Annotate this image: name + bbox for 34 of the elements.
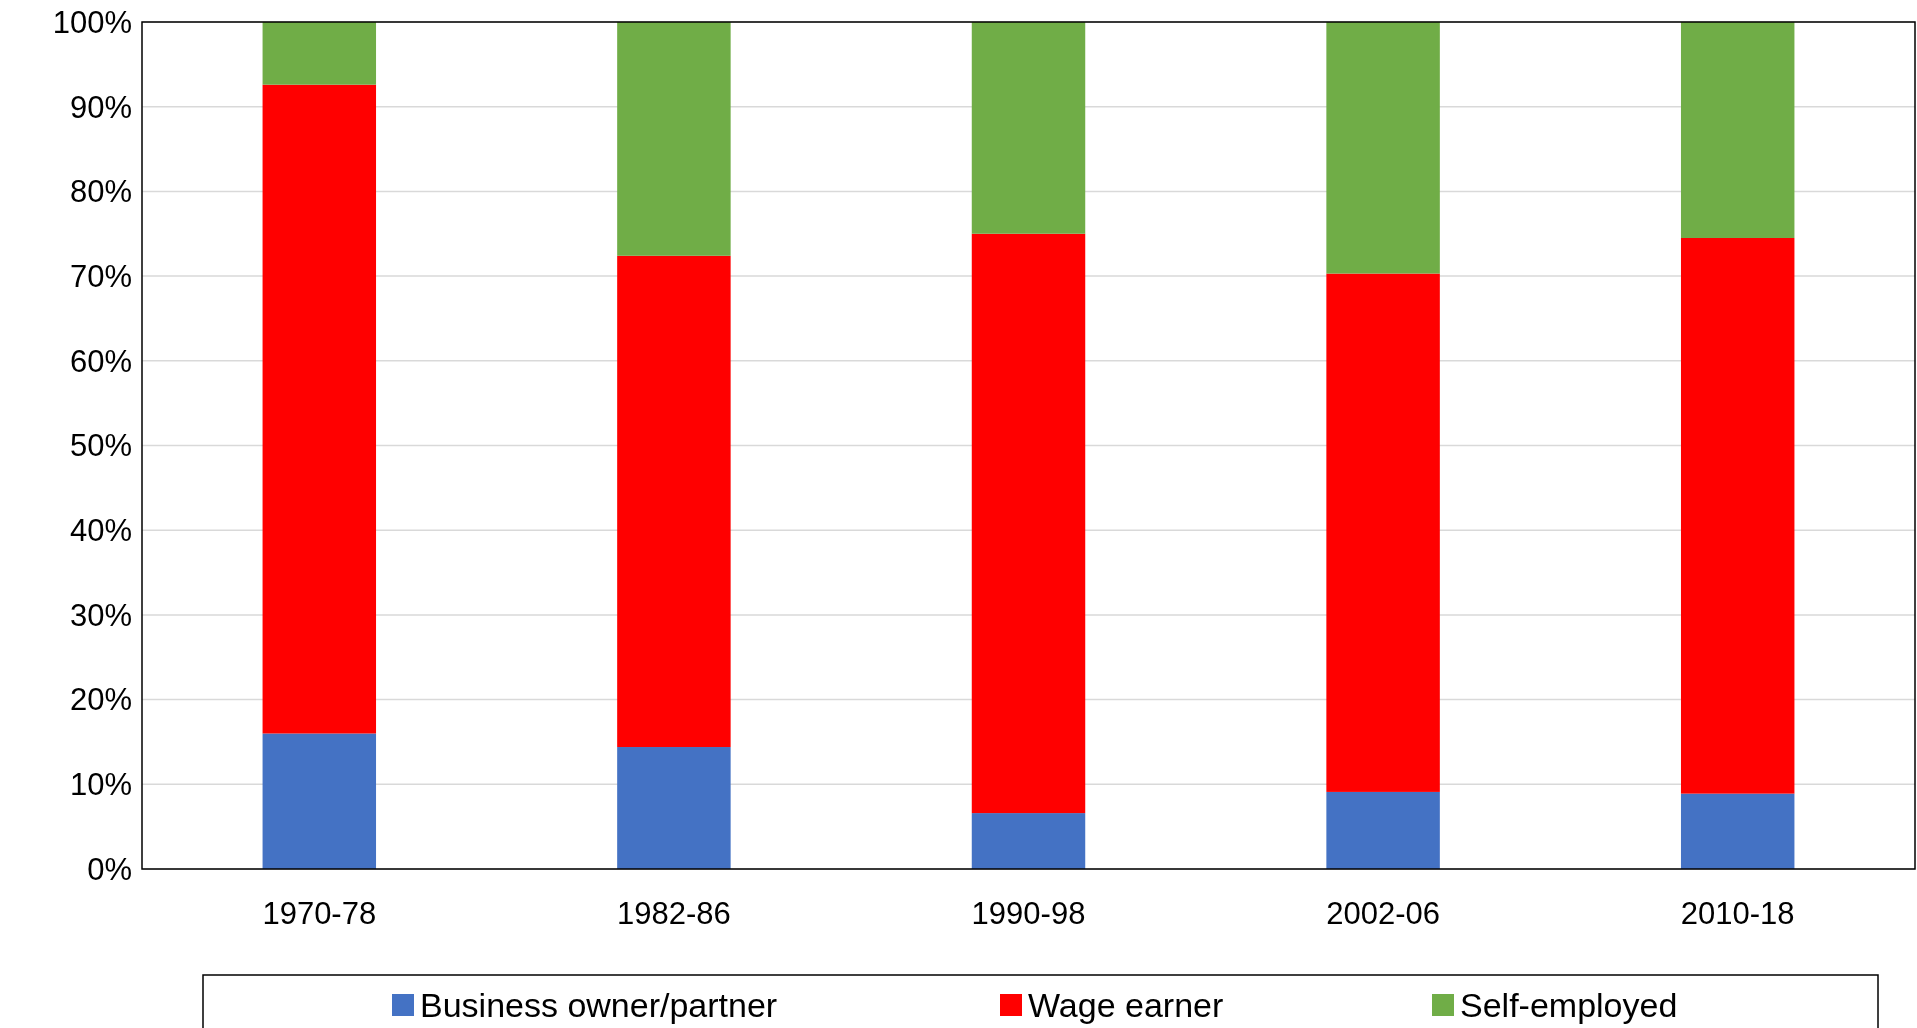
y-tick-label: 50%	[69, 428, 132, 464]
bar	[262, 22, 377, 85]
bar	[1326, 273, 1440, 792]
legend-label: Wage earner	[1028, 985, 1224, 1024]
bar	[971, 22, 1086, 234]
x-tick-label: 1970-78	[262, 896, 377, 931]
bar	[262, 733, 377, 869]
bar	[971, 233, 1086, 814]
x-tick-label: 2010-18	[1680, 896, 1795, 931]
bar	[1326, 791, 1440, 869]
bar	[1326, 22, 1440, 274]
y-tick-label: 40%	[69, 513, 132, 549]
legend-label: Self-employed	[1460, 985, 1678, 1024]
x-tick-label: 1990-98	[971, 896, 1086, 931]
legend-label: Business owner/partner	[420, 985, 778, 1024]
y-tick-label: 80%	[69, 174, 132, 210]
x-tick-label: 1982-86	[617, 896, 731, 931]
x-tick-label: 2002-06	[1326, 896, 1440, 931]
y-tick-label: 60%	[69, 343, 132, 379]
y-tick-label: 0%	[87, 851, 132, 887]
bar	[617, 255, 731, 748]
y-tick-label: 30%	[69, 597, 132, 633]
bar	[971, 813, 1086, 869]
bar	[617, 747, 731, 869]
y-tick-label: 100%	[52, 4, 132, 40]
y-tick-label: 10%	[69, 767, 132, 803]
bar	[262, 84, 377, 734]
y-tick-label: 90%	[69, 89, 132, 125]
bar	[617, 22, 731, 256]
y-tick-label: 20%	[69, 682, 132, 718]
y-tick-label: 70%	[69, 258, 132, 294]
bar	[1680, 793, 1795, 869]
bar	[1680, 22, 1795, 238]
bar	[1680, 237, 1795, 794]
